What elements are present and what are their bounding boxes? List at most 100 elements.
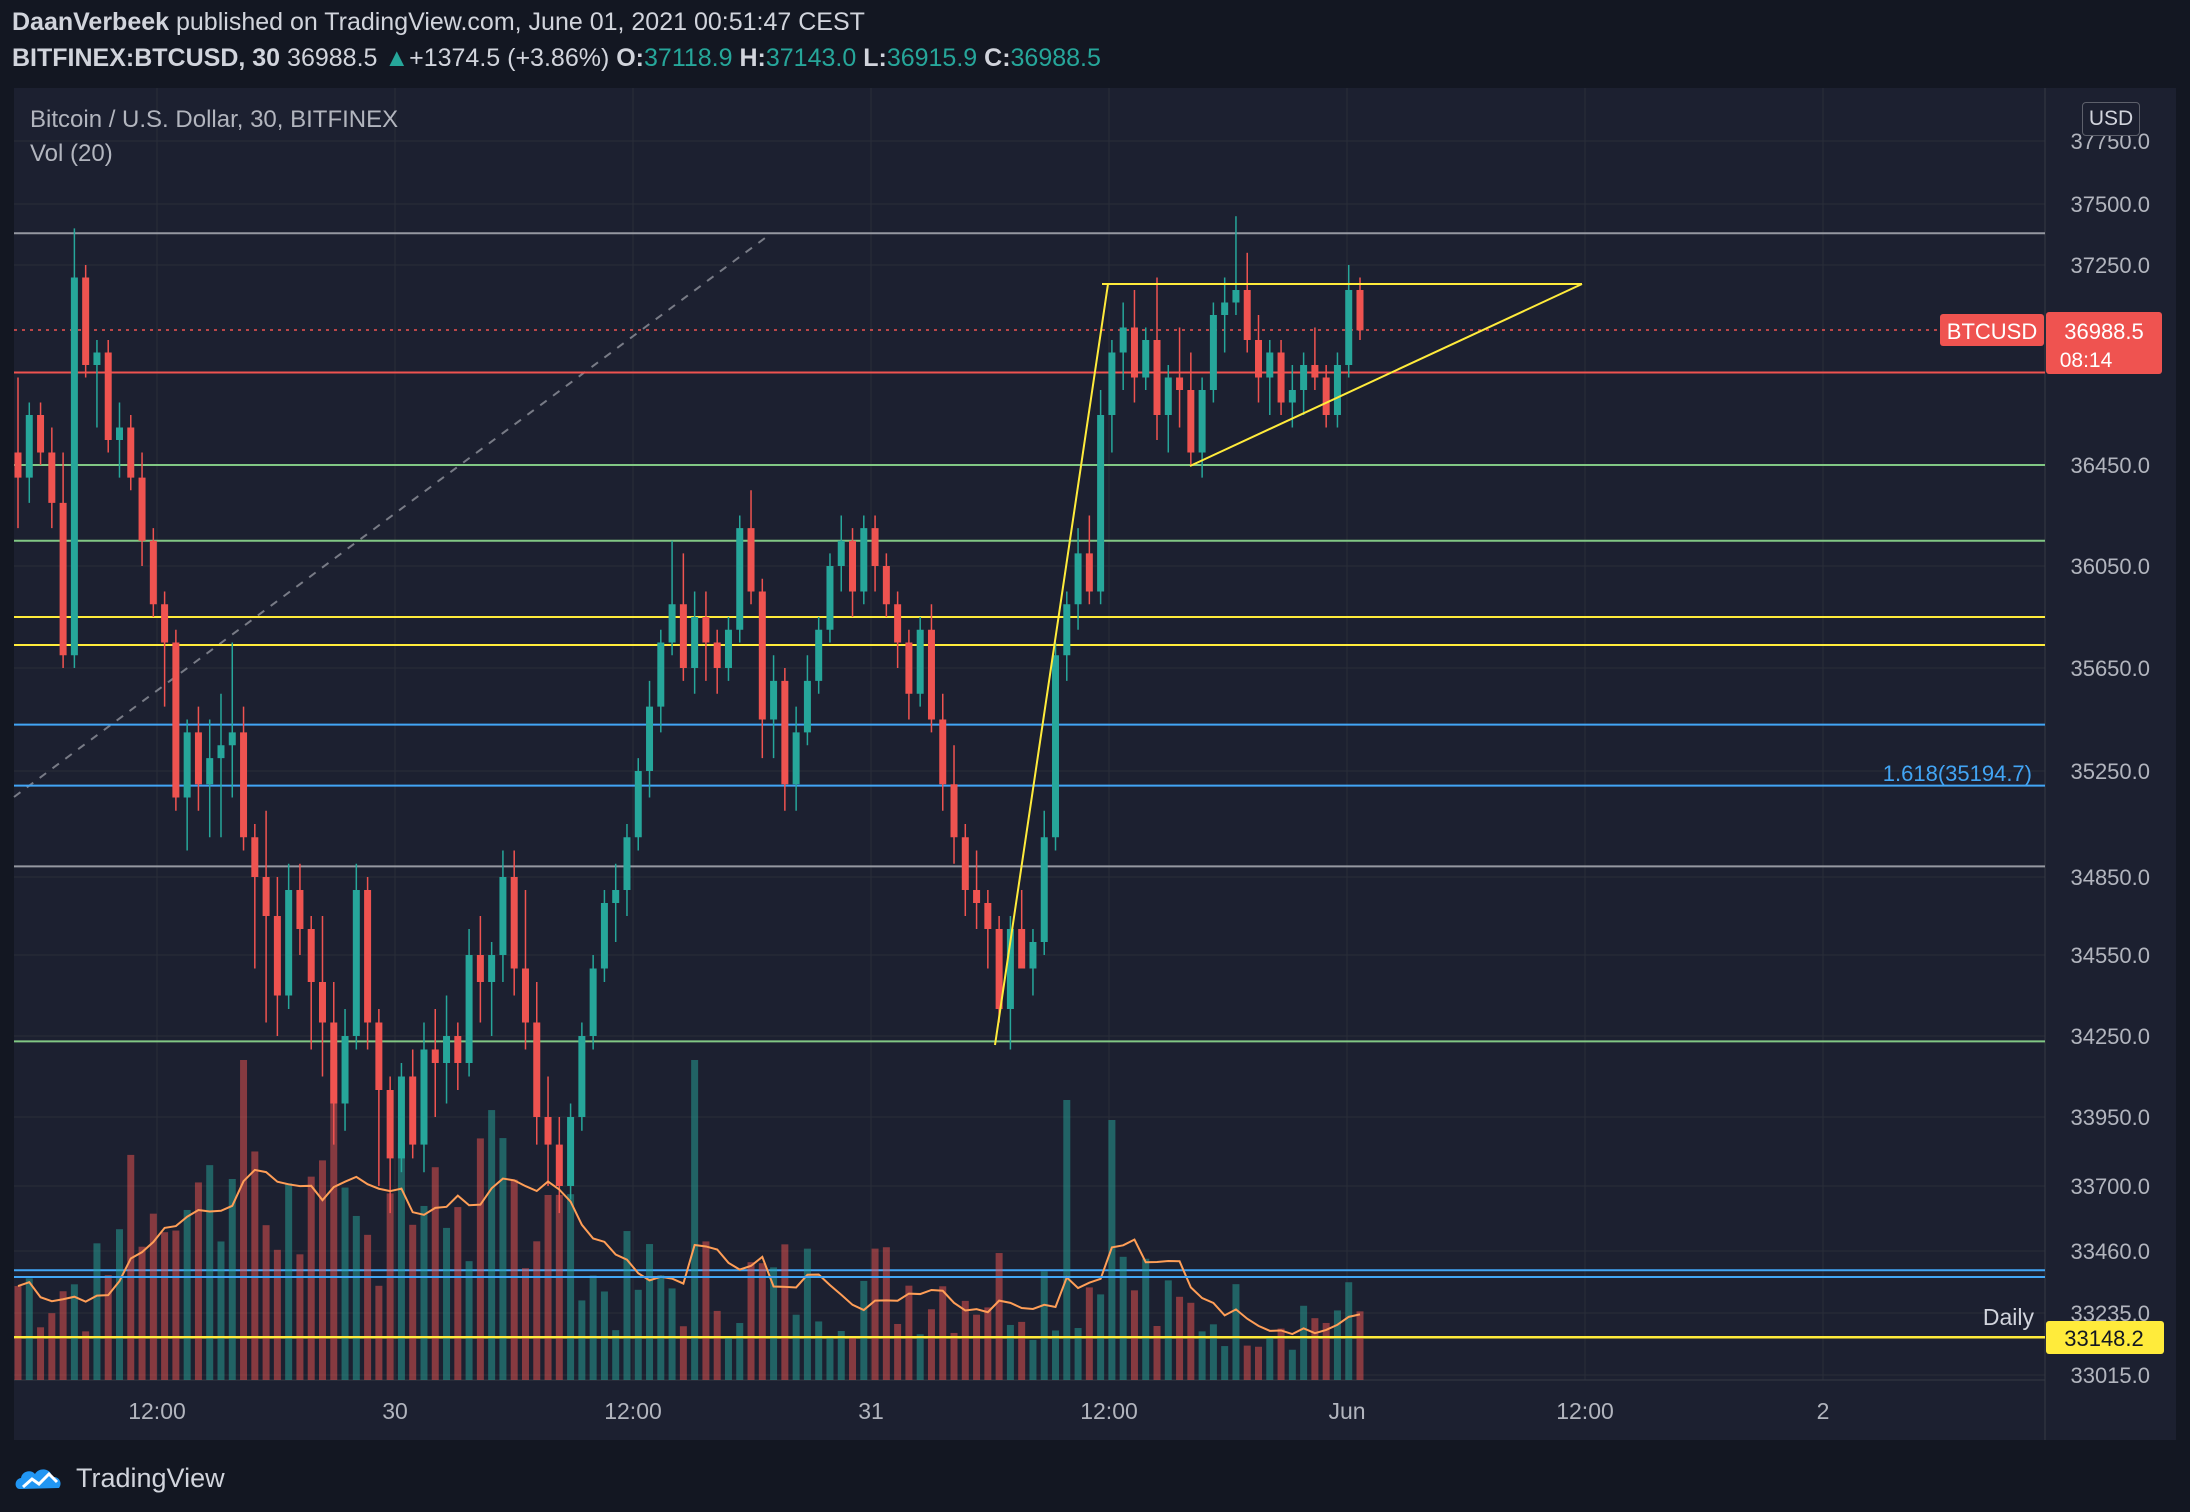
volume-bar [476, 1138, 484, 1380]
candle-body [724, 629, 732, 668]
volume-bar [251, 1151, 259, 1380]
candle-body [1255, 340, 1263, 378]
candle-body [1288, 390, 1296, 403]
candle-body [646, 706, 654, 771]
chart-pane[interactable] [14, 88, 2176, 1440]
daily-label: Daily [1983, 1304, 2035, 1330]
candle-body [1119, 327, 1127, 353]
candle-body [183, 732, 191, 798]
candle-body [860, 528, 868, 592]
candle-body [25, 415, 33, 478]
brand-name: TradingView [76, 1462, 225, 1493]
volume-bar [927, 1309, 935, 1380]
series-legend[interactable]: Bitcoin / U.S. Dollar, 30, BITFINEX [30, 106, 399, 133]
volume-bar [1209, 1324, 1217, 1380]
candle-body [1029, 942, 1037, 969]
volume-bar [318, 1160, 326, 1380]
volume-bar [82, 1331, 90, 1380]
volume-ma-line [17, 1168, 1361, 1336]
candle-body [623, 837, 631, 890]
candle-body [679, 604, 687, 668]
volume-bar [1198, 1331, 1206, 1380]
volume-bar [713, 1310, 721, 1380]
cloud-icon [15, 1469, 61, 1489]
candle-body [138, 477, 146, 541]
volume-bar [770, 1267, 778, 1380]
volume-bar [803, 1248, 811, 1380]
candle-body [849, 540, 857, 592]
volume-bar [172, 1230, 180, 1380]
candle-body [318, 982, 326, 1023]
candle-body [352, 890, 360, 1036]
candle-body [364, 890, 372, 1023]
candle-body [533, 1022, 541, 1117]
volume-bar [115, 1229, 123, 1380]
currency-button[interactable]: USD [2082, 102, 2140, 136]
candle-body [48, 452, 56, 503]
candle-body [273, 916, 281, 996]
candle-body [973, 890, 981, 903]
change: +1374.5 (+3.86%) [409, 44, 610, 72]
volume-bar [758, 1263, 766, 1380]
candle-body [476, 955, 484, 982]
candle-body [781, 680, 789, 785]
volume-bar [736, 1323, 744, 1380]
volume-bar [1345, 1282, 1353, 1380]
symbol-tag: BTCUSD [1947, 319, 2037, 344]
volume-bar [623, 1231, 631, 1380]
author[interactable]: DaanVerbeek [12, 8, 170, 36]
candle-body [1243, 290, 1251, 340]
candle-body [14, 452, 22, 478]
time-tick-label: 30 [382, 1398, 408, 1424]
volume-bar [1243, 1345, 1251, 1380]
volume-bar [228, 1178, 236, 1380]
volume-bar [1085, 1287, 1093, 1380]
volume-bar [37, 1327, 45, 1380]
volume-bar [510, 1179, 518, 1380]
daily-price-tag: 33148.2 [2064, 1326, 2144, 1351]
volume-legend[interactable]: Vol (20) [30, 140, 113, 167]
volume-bar [702, 1241, 710, 1380]
volume-bar [161, 1232, 169, 1380]
volume-bar [995, 1253, 1003, 1380]
candle-body [37, 415, 45, 453]
volume-bar [781, 1244, 789, 1380]
volume-bar [443, 1227, 451, 1380]
volume-bar [364, 1234, 372, 1380]
volume-bar [1119, 1256, 1127, 1380]
price-tick-label: 34250.0 [2070, 1024, 2150, 1049]
volume-bar [1029, 1339, 1037, 1380]
time-tick-label: 12:00 [128, 1398, 186, 1424]
candle-body [544, 1117, 552, 1145]
candle-body [555, 1144, 563, 1186]
volume-bar [104, 1275, 112, 1380]
volume-bar [217, 1241, 225, 1380]
candle-body [702, 617, 710, 643]
candle-body [1097, 415, 1105, 592]
volume-bar [149, 1213, 157, 1380]
price-tick-label: 37500.0 [2070, 192, 2150, 217]
close-value: 36988.5 [1010, 44, 1101, 72]
candle-body [1063, 604, 1071, 656]
trend-line-dashed [13, 237, 766, 798]
volume-bar [815, 1321, 823, 1380]
candle-body [104, 352, 112, 440]
price-tick-label: 33950.0 [2070, 1105, 2150, 1130]
volume-bar [454, 1207, 462, 1380]
price-tick-label: 33015.0 [2070, 1363, 2150, 1388]
candle-body [194, 732, 202, 785]
candle-body [691, 617, 699, 668]
tradingview-logo[interactable]: TradingView [14, 1458, 225, 1498]
price-tag-bg [2046, 312, 2162, 374]
candle-body [927, 629, 935, 720]
volume-bar [240, 1060, 248, 1380]
candle-body [1142, 340, 1150, 378]
volume-bar [905, 1285, 913, 1380]
candle-body [578, 1036, 586, 1117]
volume-bar [1333, 1310, 1341, 1380]
candle-body [837, 540, 845, 566]
volume-bar [194, 1182, 202, 1380]
candle-body [251, 837, 259, 877]
candle-body [916, 629, 924, 694]
